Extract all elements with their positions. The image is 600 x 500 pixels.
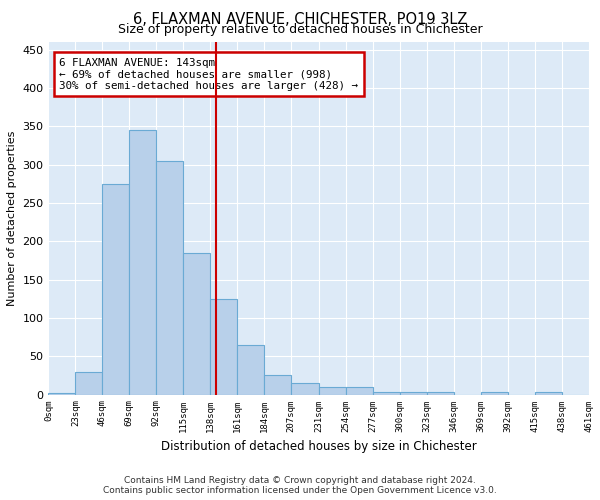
Y-axis label: Number of detached properties: Number of detached properties — [7, 130, 17, 306]
Bar — [373, 392, 400, 394]
Bar — [130, 130, 156, 394]
Bar — [103, 184, 130, 394]
Bar — [535, 392, 562, 394]
Bar — [346, 387, 373, 394]
Bar — [49, 393, 76, 394]
Bar — [183, 253, 210, 394]
Text: 6, FLAXMAN AVENUE, CHICHESTER, PO19 3LZ: 6, FLAXMAN AVENUE, CHICHESTER, PO19 3LZ — [133, 12, 467, 28]
Text: Contains HM Land Registry data © Crown copyright and database right 2024.
Contai: Contains HM Land Registry data © Crown c… — [103, 476, 497, 495]
Bar — [264, 376, 291, 394]
Bar — [76, 372, 103, 394]
Bar — [319, 387, 346, 394]
Bar — [481, 392, 508, 394]
Bar — [210, 299, 237, 394]
Text: Size of property relative to detached houses in Chichester: Size of property relative to detached ho… — [118, 24, 482, 36]
X-axis label: Distribution of detached houses by size in Chichester: Distribution of detached houses by size … — [161, 440, 476, 453]
Bar — [237, 345, 264, 395]
Text: 6 FLAXMAN AVENUE: 143sqm
← 69% of detached houses are smaller (998)
30% of semi-: 6 FLAXMAN AVENUE: 143sqm ← 69% of detach… — [59, 58, 358, 91]
Bar — [156, 161, 183, 394]
Bar — [400, 392, 427, 394]
Bar — [291, 383, 319, 394]
Bar — [427, 392, 454, 394]
